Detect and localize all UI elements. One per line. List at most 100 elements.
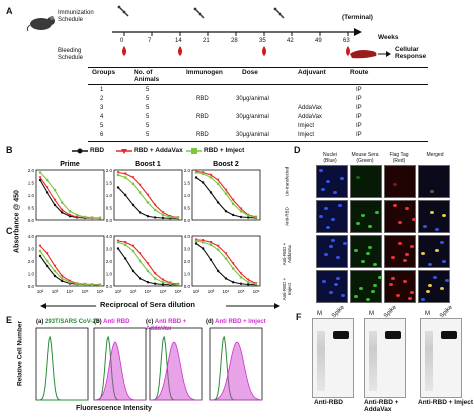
syringe-icon [117,5,129,17]
panel-label-d: D [294,145,301,155]
elisa-point [90,283,94,286]
table-cell: Imject [298,123,315,129]
micro-cell-signal [398,242,402,245]
elisa-ytick: 3.0 [106,247,113,252]
elisa-point [98,216,102,220]
elisa-point [60,201,64,204]
micro-cell-signal [371,290,375,293]
elisa-ytick: 1.0 [28,272,35,277]
micro-image-cell [418,200,450,233]
elisa-point [224,188,228,192]
micro-cell-signal [430,211,434,214]
weeks-label: Weeks [378,34,399,41]
elisa-point [231,213,235,217]
micro-cell-signal [354,249,358,252]
facs-title-d: Anti RBD + Imject [215,319,266,325]
elisa-point [231,198,235,202]
elisa-point [45,191,49,194]
elisa-point [246,216,250,219]
elisa-point [224,252,228,255]
table-cell: 2 [100,96,104,102]
elisa-point [153,282,157,285]
mouse-icon [26,16,55,32]
table-cell: 30μg/animal [236,132,269,138]
elisa-point [254,282,258,286]
elisa-panel-title: Boost 2 [213,161,239,168]
spike-band [385,331,401,339]
elisa-xtick: 10⁵ [238,289,245,294]
micro-image-cell [384,235,416,268]
elisa-point [38,244,42,248]
elisa-plot-frame [35,235,105,287]
elisa-point [216,182,220,185]
micro-cell-signal [398,221,402,224]
table-cell: IP [356,96,362,102]
elisa-point [60,211,64,214]
legend-swatch-addavax [116,149,132,154]
elisa-point [116,247,120,250]
table-cell: IP [356,132,362,138]
table-cell: IP [356,105,362,111]
elisa-ytick: 0.0 [106,218,113,223]
elisa-point [161,213,165,217]
micro-col-merged: Merged [426,152,444,158]
marker-lane [369,331,377,391]
elisa-point [131,176,135,179]
elisa-x-arrow [40,303,280,309]
elisa-ytick: 1.0 [106,272,113,277]
elisa-point [209,191,213,194]
micro-cell-signal [435,249,439,252]
legend-swatch-imject [186,148,202,154]
facs-title-b: Anti RBD [103,319,130,325]
elisa-point [194,176,198,179]
elisa-point [53,274,57,278]
micro-cell-signal [326,226,330,229]
lane-label-spike: Spike [331,304,346,320]
elisa-point [224,192,228,195]
table-cell: 5 [146,105,150,111]
blot-label-anti-rbd: Anti-RBD [314,399,343,406]
table-cell: 5 [100,123,104,129]
table-cell: 5 [146,114,150,120]
table-header-route: Route [350,69,369,76]
facs-title-c: Anti RBD + AddaVax [146,319,187,332]
elisa-point [201,181,205,184]
elisa-point [216,178,220,182]
elisa-panel-title: Prime [60,161,80,168]
elisa-charts: Prime 0.0 0.5 1.0 1.5 2.0 Boost 1 0.0 0.5 1.0 1.5 2… [28,161,261,294]
table-header-groups: Groups [92,69,116,76]
micro-cell-signal [324,253,328,256]
tick-7: 7 [148,38,152,44]
marker-lane [425,331,433,391]
tick-0: 0 [120,38,124,44]
micro-cell-signal [428,284,432,287]
micro-cell-signal [428,263,432,266]
micro-cell-signal [341,294,345,297]
elisa-point [123,172,127,176]
micro-cell-signal [430,190,434,193]
elisa-ytick: 1.0 [184,193,191,198]
syringe-icon [273,7,285,19]
spleen-icon [350,50,391,59]
elisa-point [116,186,120,189]
elisa-point [146,201,150,204]
elisa-point [131,249,135,253]
elisa-point [131,203,135,207]
lane-label-spike: Spike [439,304,454,320]
elisa-point [45,178,49,182]
facs-control-histogram [36,336,88,401]
micro-image-cell [316,200,348,233]
table-cell: AddaVax [298,105,322,111]
micro-image-cell [350,270,382,303]
elisa-point [153,203,157,207]
elisa-point [53,188,57,192]
micro-image-cell [316,165,348,198]
micro-cell-signal [440,287,444,290]
elisa-ytick: 2.0 [184,259,191,264]
elisa-point [98,283,102,286]
elisa-point [138,277,142,280]
micro-cell-signal [403,280,407,283]
elisa-point [246,214,250,217]
elisa-point [209,258,213,261]
elisa-ytick: 2.0 [184,168,191,173]
